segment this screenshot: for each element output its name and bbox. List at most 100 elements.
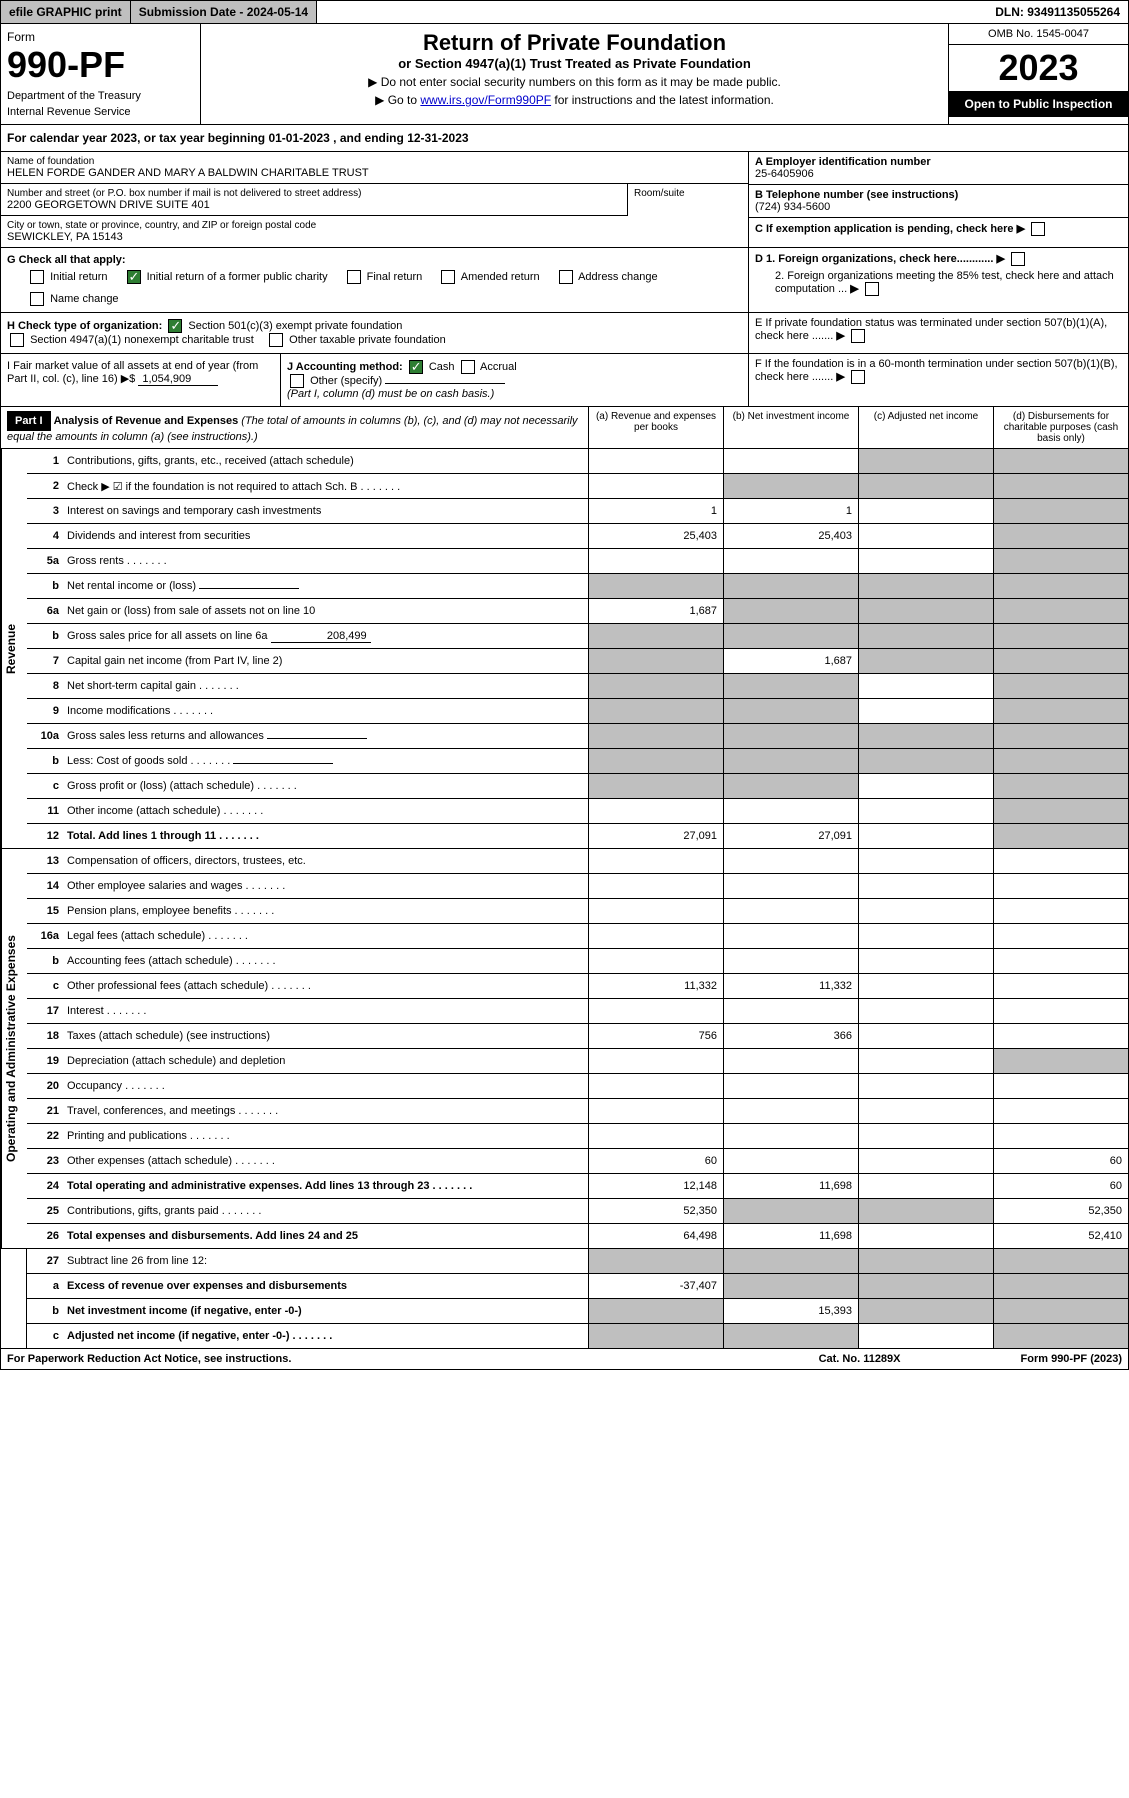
cell-c xyxy=(858,1149,993,1173)
line-a: aExcess of revenue over expenses and dis… xyxy=(27,1274,1128,1299)
line-desc: Gross sales price for all assets on line… xyxy=(63,628,588,645)
g-check-0[interactable] xyxy=(30,270,44,284)
g-label: G Check all that apply: xyxy=(7,254,126,266)
line-no: b xyxy=(27,753,63,769)
cell-c xyxy=(858,1099,993,1123)
line-desc: Compensation of officers, directors, tru… xyxy=(63,853,588,869)
arrow-icon: ▶ xyxy=(836,371,844,383)
footer-mid: Cat. No. 11289X xyxy=(819,1353,901,1365)
j-check-cash[interactable] xyxy=(409,360,423,374)
d-section: D 1. Foreign organizations, check here..… xyxy=(748,248,1128,312)
cell-b xyxy=(723,1124,858,1148)
cal-pre: For calendar year 2023, or tax year begi… xyxy=(7,131,268,145)
d1-checkbox[interactable] xyxy=(1011,252,1025,266)
cell-d xyxy=(993,999,1128,1023)
cell-d xyxy=(993,849,1128,873)
j-check-accrual[interactable] xyxy=(461,360,475,374)
line-no: 4 xyxy=(27,528,63,544)
cell-d: 52,350 xyxy=(993,1199,1128,1223)
form-link[interactable]: www.irs.gov/Form990PF xyxy=(420,93,551,107)
j-check-other[interactable] xyxy=(290,374,304,388)
line-26: 26Total expenses and disbursements. Add … xyxy=(27,1224,1128,1248)
h-check-1[interactable] xyxy=(10,333,24,347)
cell-c xyxy=(858,949,993,973)
expenses-lines: 13Compensation of officers, directors, t… xyxy=(27,849,1128,1248)
cell-c xyxy=(858,999,993,1023)
line-desc: Interest . . . . . . . xyxy=(63,1003,588,1019)
cell-d: 60 xyxy=(993,1174,1128,1198)
c-checkbox[interactable] xyxy=(1031,222,1045,236)
h-check-2[interactable] xyxy=(269,333,283,347)
cell-d xyxy=(993,724,1128,748)
cell-a xyxy=(588,1299,723,1323)
cell-b: 25,403 xyxy=(723,524,858,548)
line-desc: Total operating and administrative expen… xyxy=(63,1178,588,1194)
d2-checkbox[interactable] xyxy=(865,282,879,296)
g-check-2[interactable] xyxy=(347,270,361,284)
cell-a xyxy=(588,1324,723,1348)
revenue-lines: 1Contributions, gifts, grants, etc., rec… xyxy=(27,449,1128,848)
g-check-4[interactable] xyxy=(559,270,573,284)
line-no: b xyxy=(27,1303,63,1319)
g-opt-label-3: Amended return xyxy=(461,271,540,283)
line-no: 10a xyxy=(27,728,63,744)
line-no: 7 xyxy=(27,653,63,669)
line-3: 3Interest on savings and temporary cash … xyxy=(27,499,1128,524)
efile-label[interactable]: efile GRAPHIC print xyxy=(1,1,131,23)
h-check-0[interactable] xyxy=(168,319,182,333)
cell-b xyxy=(723,1099,858,1123)
line-no: 15 xyxy=(27,903,63,919)
cell-a xyxy=(588,449,723,473)
cell-c xyxy=(858,799,993,823)
line-no: 20 xyxy=(27,1078,63,1094)
d2-label: 2. Foreign organizations meeting the 85%… xyxy=(775,270,1114,295)
cell-b xyxy=(723,1249,858,1273)
line-desc: Net gain or (loss) from sale of assets n… xyxy=(63,603,588,619)
line-no: 18 xyxy=(27,1028,63,1044)
h-section: H Check type of organization: Section 50… xyxy=(1,313,748,353)
cell-c xyxy=(858,1024,993,1048)
g-check-1[interactable] xyxy=(127,270,141,284)
line-desc: Gross profit or (loss) (attach schedule)… xyxy=(63,778,588,794)
header-center: Return of Private Foundation or Section … xyxy=(201,24,948,124)
footer-left: For Paperwork Reduction Act Notice, see … xyxy=(7,1353,819,1365)
cell-c xyxy=(858,624,993,648)
open-public: Open to Public Inspection xyxy=(949,91,1128,117)
g-check-3[interactable] xyxy=(441,270,455,284)
line-desc: Depreciation (attach schedule) and deple… xyxy=(63,1053,588,1069)
cell-a: 756 xyxy=(588,1024,723,1048)
g-opt-label-5: Name change xyxy=(50,293,119,305)
cell-d xyxy=(993,774,1128,798)
line-desc: Net investment income (if negative, ente… xyxy=(63,1303,588,1319)
line-5a: 5aGross rents . . . . . . . xyxy=(27,549,1128,574)
cell-b xyxy=(723,874,858,898)
cell-c xyxy=(858,674,993,698)
form-header: Form 990-PF Department of the Treasury I… xyxy=(0,24,1129,125)
line-desc: Subtract line 26 from line 12: xyxy=(63,1253,588,1269)
cell-d xyxy=(993,1049,1128,1073)
instr-ssn: ▶ Do not enter social security numbers o… xyxy=(207,75,942,89)
line-desc: Total. Add lines 1 through 11 . . . . . … xyxy=(63,828,588,844)
cal-end: 12-31-2023 xyxy=(407,131,468,145)
line-no: 24 xyxy=(27,1178,63,1194)
city-label: City or town, state or province, country… xyxy=(7,220,742,231)
f-checkbox[interactable] xyxy=(851,370,865,384)
form-title: Return of Private Foundation xyxy=(207,30,942,56)
cell-a xyxy=(588,924,723,948)
cell-d: 60 xyxy=(993,1149,1128,1173)
cell-b xyxy=(723,549,858,573)
cell-a xyxy=(588,1074,723,1098)
g-opt-label-2: Final return xyxy=(367,271,423,283)
cell-d xyxy=(993,699,1128,723)
form-number: 990-PF xyxy=(7,44,194,86)
cell-a: 1,687 xyxy=(588,599,723,623)
arrow-icon: ▶ xyxy=(836,330,844,342)
line-no: 8 xyxy=(27,678,63,694)
cell-d xyxy=(993,1249,1128,1273)
cell-d xyxy=(993,799,1128,823)
cell-a xyxy=(588,749,723,773)
cell-d xyxy=(993,574,1128,598)
line-desc: Capital gain net income (from Part IV, l… xyxy=(63,653,588,669)
e-checkbox[interactable] xyxy=(851,329,865,343)
g-check-5[interactable] xyxy=(30,292,44,306)
